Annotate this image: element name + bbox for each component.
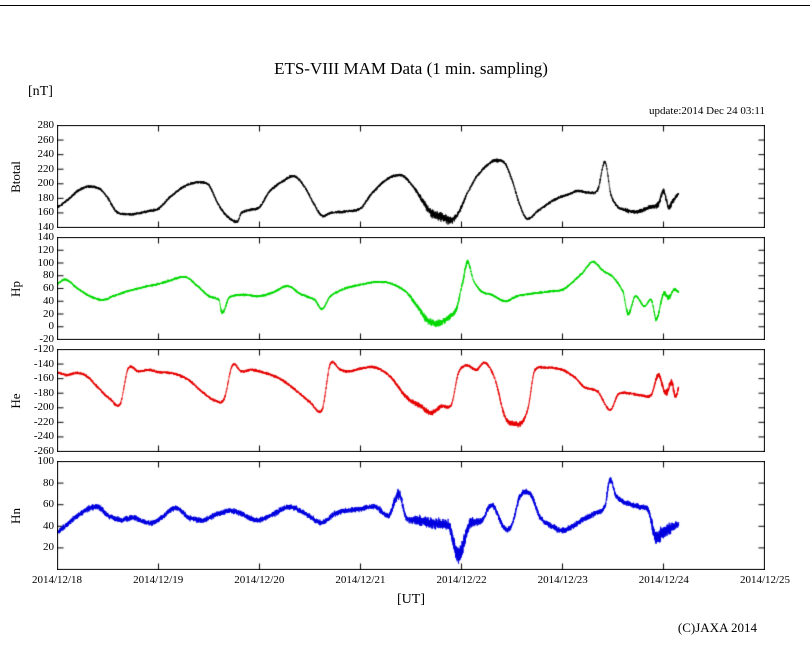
x-tick-label: 2014/12/21 [335, 574, 386, 586]
y-tick-label: -20 [39, 333, 54, 345]
y-tick-label: 60 [43, 498, 54, 511]
y-tick-label: 20 [43, 541, 54, 554]
panel-Hp [57, 237, 765, 340]
y-tick-label: -160 [33, 372, 54, 385]
y-tick-label: 40 [43, 294, 54, 307]
copyright-label: (C)JAXA 2014 [677, 620, 757, 635]
chart-title: ETS-VIII MAM Data (1 min. sampling) [274, 59, 548, 78]
y-tick-label: -180 [33, 386, 54, 399]
y-tick-label: 200 [37, 177, 55, 190]
x-tick-label: 2014/12/19 [133, 574, 184, 586]
x-tick-label: 2014/12/18 [31, 574, 83, 586]
panel-Btotal [57, 125, 765, 228]
y-tick-label: 120 [37, 243, 55, 256]
x-tick-label: 2014/12/25 [739, 574, 791, 586]
x-tick-label: 2014/12/23 [537, 574, 588, 586]
y-tick-label: 160 [37, 206, 55, 219]
y-tick-label: 220 [37, 162, 55, 175]
panel-He [57, 349, 765, 452]
x-tick-label: 2014/12/20 [234, 574, 285, 586]
y-tick-label: -140 [33, 357, 54, 370]
y-tick-label: 100 [37, 256, 55, 269]
y-tick-label: 40 [43, 519, 54, 532]
y-tick-label: -120 [33, 343, 54, 355]
y-tick-label: 20 [43, 307, 54, 320]
y-tick-label: 260 [37, 133, 55, 146]
plot-canvas-He [57, 349, 765, 452]
plot-canvas-Btotal [57, 125, 765, 228]
y-tick-label: 80 [43, 476, 54, 489]
y-tick-label: 240 [37, 148, 55, 161]
y-tick-label: 0 [48, 320, 55, 333]
y-tick-label: -200 [33, 401, 54, 414]
y-tick-label: 80 [43, 269, 54, 282]
update-timestamp: update:2014 Dec 24 03:11 [649, 105, 765, 117]
y-tick-label: 280 [37, 119, 55, 131]
y-tick-label: -260 [33, 445, 54, 457]
y-tick-label: 100 [37, 455, 55, 467]
top-divider [0, 5, 810, 6]
plot-canvas-Hn [57, 461, 765, 570]
y-tick-label: -240 [33, 430, 54, 443]
plot-canvas-Hp [57, 237, 765, 340]
y-tick-label: 60 [43, 282, 54, 294]
x-tick-label: 2014/12/22 [436, 574, 487, 586]
y-unit-label: [nT] [28, 84, 53, 99]
y-tick-label: -220 [33, 415, 54, 428]
x-axis-label: [UT] [397, 592, 425, 607]
x-tick-label: 2014/12/24 [638, 574, 689, 586]
y-tick-label: 140 [37, 231, 55, 243]
y-tick-label: 140 [37, 221, 55, 233]
y-tick-label: 180 [37, 191, 55, 204]
panel-Hn [57, 461, 765, 570]
